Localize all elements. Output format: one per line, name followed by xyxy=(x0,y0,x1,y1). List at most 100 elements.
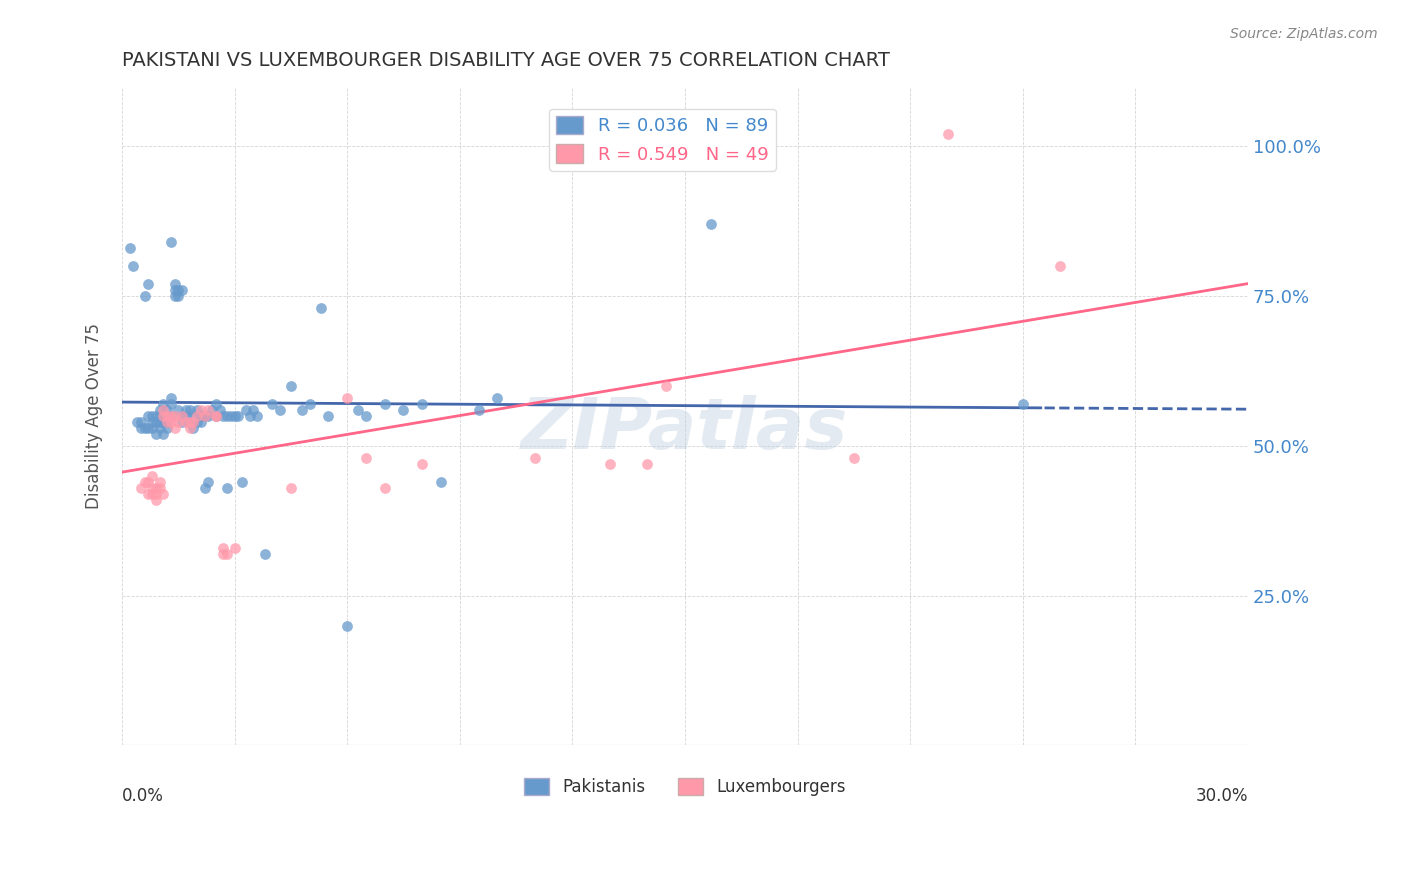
Point xyxy=(269,403,291,417)
Point xyxy=(160,409,183,423)
Point xyxy=(298,397,321,411)
Point xyxy=(655,379,678,393)
Point xyxy=(1011,397,1033,411)
Point xyxy=(197,475,219,489)
Point xyxy=(163,421,186,435)
Point xyxy=(205,397,228,411)
Point xyxy=(148,481,170,495)
Point xyxy=(160,409,183,423)
Point xyxy=(374,397,396,411)
Point xyxy=(217,481,239,495)
Point xyxy=(183,415,205,429)
Point xyxy=(842,450,865,465)
Point xyxy=(152,487,174,501)
Point xyxy=(118,241,141,255)
Point xyxy=(136,421,159,435)
Point xyxy=(136,277,159,292)
Point xyxy=(136,409,159,423)
Point xyxy=(145,426,167,441)
Point xyxy=(179,403,201,417)
Point xyxy=(217,547,239,561)
Point xyxy=(197,403,219,417)
Point xyxy=(231,475,253,489)
Point xyxy=(141,487,163,501)
Point xyxy=(141,468,163,483)
Point xyxy=(392,403,415,417)
Point xyxy=(145,487,167,501)
Point xyxy=(309,301,332,315)
Point xyxy=(156,421,179,435)
Point xyxy=(174,409,197,423)
Point xyxy=(172,409,194,423)
Point xyxy=(190,415,212,429)
Point xyxy=(411,457,433,471)
Point xyxy=(224,541,246,555)
Point xyxy=(190,409,212,423)
Point xyxy=(242,403,264,417)
Point xyxy=(156,415,179,429)
Point xyxy=(156,403,179,417)
Point xyxy=(145,415,167,429)
Point xyxy=(148,415,170,429)
Point xyxy=(156,409,179,423)
Point xyxy=(636,457,658,471)
Point xyxy=(374,481,396,495)
Text: 0.0%: 0.0% xyxy=(122,787,165,805)
Point xyxy=(134,475,156,489)
Point xyxy=(160,391,183,405)
Point xyxy=(354,450,377,465)
Point xyxy=(129,481,152,495)
Point xyxy=(141,481,163,495)
Point xyxy=(152,403,174,417)
Point xyxy=(228,409,250,423)
Point xyxy=(183,421,205,435)
Point xyxy=(134,421,156,435)
Point xyxy=(174,403,197,417)
Point xyxy=(160,415,183,429)
Text: ZIPatlas: ZIPatlas xyxy=(522,394,849,464)
Point xyxy=(336,618,359,632)
Point xyxy=(167,415,190,429)
Point xyxy=(205,409,228,423)
Point xyxy=(145,481,167,495)
Text: Source: ZipAtlas.com: Source: ZipAtlas.com xyxy=(1230,27,1378,41)
Point xyxy=(136,475,159,489)
Point xyxy=(262,397,284,411)
Point xyxy=(163,289,186,303)
Point xyxy=(145,409,167,423)
Point xyxy=(163,409,186,423)
Point xyxy=(148,409,170,423)
Point xyxy=(163,277,186,292)
Point xyxy=(122,259,145,273)
Point xyxy=(186,409,208,423)
Point xyxy=(167,403,190,417)
Point xyxy=(172,415,194,429)
Point xyxy=(486,391,509,405)
Point xyxy=(280,379,302,393)
Point xyxy=(599,457,621,471)
Point xyxy=(347,403,370,417)
Point xyxy=(172,283,194,297)
Point xyxy=(246,409,269,423)
Point xyxy=(152,415,174,429)
Point xyxy=(523,450,546,465)
Point xyxy=(134,289,156,303)
Point xyxy=(183,409,205,423)
Point xyxy=(167,283,190,297)
Point xyxy=(239,409,262,423)
Point xyxy=(186,415,208,429)
Point xyxy=(224,409,246,423)
Point xyxy=(179,421,201,435)
Y-axis label: Disability Age Over 75: Disability Age Over 75 xyxy=(86,323,103,509)
Point xyxy=(152,409,174,423)
Point xyxy=(174,415,197,429)
Point xyxy=(1049,259,1071,273)
Point xyxy=(179,415,201,429)
Point xyxy=(160,235,183,250)
Point xyxy=(156,409,179,423)
Point xyxy=(235,403,257,417)
Point xyxy=(201,403,224,417)
Point xyxy=(336,391,359,405)
Point xyxy=(145,492,167,507)
Point xyxy=(430,475,453,489)
